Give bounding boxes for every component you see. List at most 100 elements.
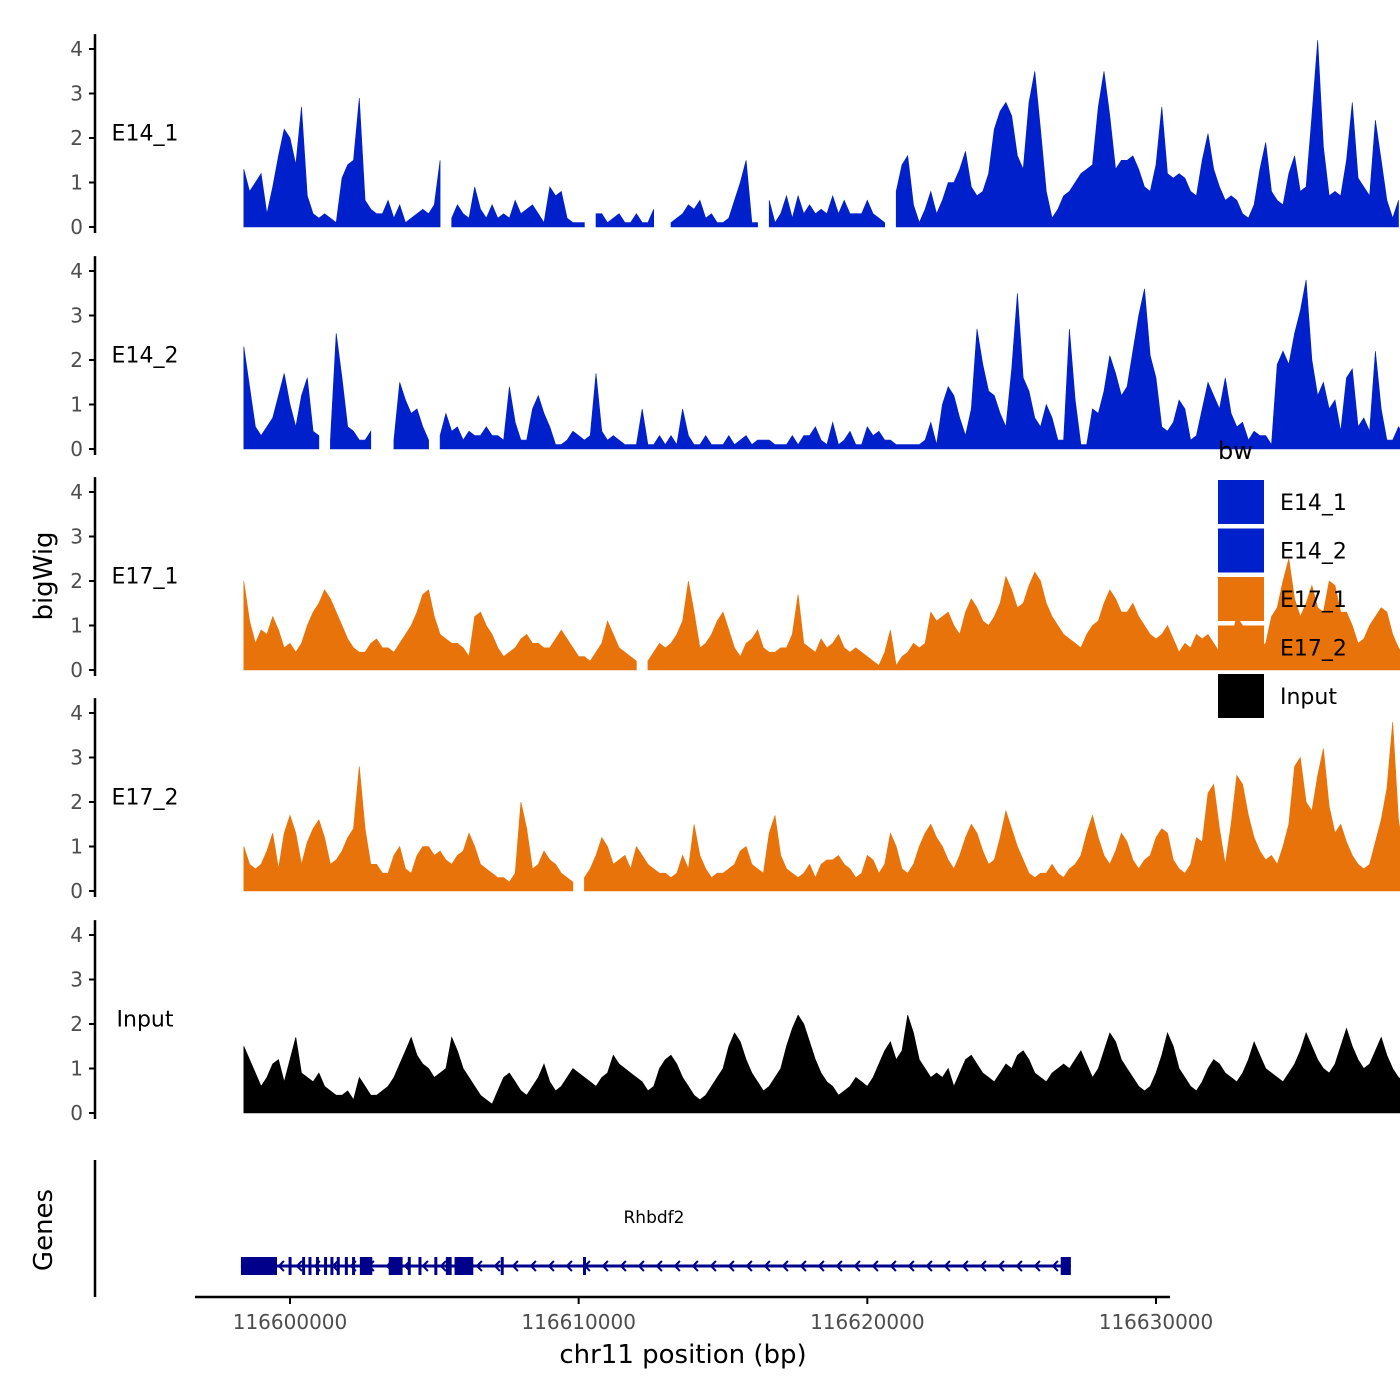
area-E17_2 bbox=[584, 721, 1400, 892]
area-E17_1 bbox=[647, 558, 1400, 671]
area-E14_2 bbox=[330, 333, 372, 450]
gene-exon bbox=[454, 1257, 474, 1275]
strand-arrow bbox=[817, 1260, 825, 1272]
gene-exon bbox=[418, 1257, 422, 1275]
gene-exon bbox=[445, 1257, 452, 1275]
strand-arrow bbox=[835, 1260, 843, 1272]
track-E17_1: 0 1 2 3 4 E17_1 bbox=[70, 477, 1400, 682]
y-tick-label: 1 bbox=[70, 614, 83, 638]
y-tick-label: 0 bbox=[70, 437, 83, 461]
gene-exon bbox=[388, 1257, 403, 1275]
strand-arrow bbox=[961, 1260, 969, 1272]
strand-arrow bbox=[925, 1260, 933, 1272]
strand-arrow bbox=[745, 1260, 753, 1272]
y-tick-label: 3 bbox=[70, 82, 83, 106]
legend-swatch-E17_2 bbox=[1218, 625, 1264, 670]
gene-exon bbox=[352, 1257, 356, 1275]
gene-exon bbox=[582, 1257, 586, 1275]
gene-exon bbox=[240, 1257, 278, 1275]
track-label: E17_1 bbox=[112, 565, 179, 590]
y-tick-label: 4 bbox=[70, 701, 83, 725]
strand-arrow bbox=[439, 1260, 447, 1272]
track-label: E17_2 bbox=[112, 786, 179, 811]
area-E14_1 bbox=[595, 209, 654, 228]
legend: bw E14_1 E14_2 E17_1 E17_2 Input bbox=[1218, 437, 1347, 718]
legend-title: bw bbox=[1218, 437, 1253, 465]
track-E17_2: 0 1 2 3 4 E17_2 bbox=[70, 698, 1400, 903]
gene-exon bbox=[1060, 1257, 1071, 1275]
y-tick-label: 1 bbox=[70, 1057, 83, 1081]
legend-swatch-Input bbox=[1218, 674, 1264, 718]
strand-arrow bbox=[619, 1260, 627, 1272]
strand-arrow bbox=[601, 1260, 609, 1272]
strand-arrow bbox=[763, 1260, 771, 1272]
x-tick-label: 116620000 bbox=[810, 1310, 925, 1334]
legend-label: Input bbox=[1280, 685, 1337, 710]
area-Input bbox=[243, 1014, 1400, 1114]
x-axis: 116600000 116610000 116620000 116630000 bbox=[195, 1295, 1214, 1334]
strand-arrow bbox=[871, 1260, 879, 1272]
strand-arrow bbox=[511, 1260, 519, 1272]
strand-arrow bbox=[547, 1260, 555, 1272]
gene-exon bbox=[344, 1257, 348, 1275]
strand-arrow bbox=[907, 1260, 915, 1272]
gene-exon bbox=[324, 1257, 328, 1275]
strand-arrow bbox=[529, 1260, 537, 1272]
strand-arrow bbox=[1051, 1260, 1059, 1272]
track-label: Input bbox=[117, 1008, 174, 1033]
legend-label: E17_1 bbox=[1280, 588, 1347, 613]
strand-arrow bbox=[727, 1260, 735, 1272]
strand-arrow bbox=[565, 1260, 573, 1272]
strand-arrow bbox=[997, 1260, 1005, 1272]
legend-swatch-E14_2 bbox=[1218, 528, 1264, 573]
y-tick-label: 3 bbox=[70, 968, 83, 992]
y-tick-label: 0 bbox=[70, 1101, 83, 1125]
genes-axis-title: Genes bbox=[29, 1189, 59, 1271]
strand-arrow bbox=[853, 1260, 861, 1272]
legend-label: E14_2 bbox=[1280, 540, 1347, 565]
y-tick-label: 3 bbox=[70, 304, 83, 328]
gene-exon bbox=[330, 1257, 334, 1275]
track-E14_2: 0 1 2 3 4 E14_2 bbox=[70, 256, 1400, 461]
area-E17_1 bbox=[243, 580, 637, 671]
area-E14_1 bbox=[768, 194, 885, 228]
track-label: E14_1 bbox=[112, 122, 179, 147]
track-label: E14_2 bbox=[112, 344, 179, 369]
strand-arrow bbox=[277, 1260, 285, 1272]
area-E14_1 bbox=[243, 97, 441, 228]
y-tick-label: 4 bbox=[70, 37, 83, 61]
area-E14_1 bbox=[670, 160, 758, 228]
strand-arrow bbox=[475, 1260, 483, 1272]
strand-arrow bbox=[709, 1260, 717, 1272]
strand-arrow bbox=[295, 1260, 303, 1272]
strand-arrow bbox=[889, 1260, 897, 1272]
strand-arrow bbox=[1033, 1260, 1041, 1272]
y-tick-label: 0 bbox=[70, 658, 83, 682]
y-tick-label: 1 bbox=[70, 393, 83, 417]
track-E14_1: 0 1 2 3 4 E14_1 bbox=[70, 34, 1399, 239]
y-tick-label: 2 bbox=[70, 1012, 83, 1036]
strand-arrow bbox=[979, 1260, 987, 1272]
area-E14_1 bbox=[895, 40, 1399, 228]
gene-exon bbox=[434, 1257, 438, 1275]
gene-name: Rhbdf2 bbox=[624, 1208, 685, 1228]
y-tick-label: 2 bbox=[70, 348, 83, 372]
strand-arrow bbox=[799, 1260, 807, 1272]
strand-arrow bbox=[655, 1260, 663, 1272]
genes-panel: Rhbdf2 bbox=[93, 1160, 1071, 1297]
gene-exon bbox=[359, 1257, 373, 1275]
tracks-panel: 0 1 2 3 4 E14_1 0 1 2 3 4 E14_2 0 1 2 3 4 E17_1 0 1 2 3 4 E17_2… bbox=[70, 34, 1400, 1125]
y-tick-label: 3 bbox=[70, 525, 83, 549]
strand-arrow bbox=[493, 1260, 501, 1272]
area-E14_2 bbox=[439, 279, 1400, 450]
area-E14_1 bbox=[451, 186, 585, 228]
strand-arrow bbox=[637, 1260, 645, 1272]
x-tick-label: 116610000 bbox=[521, 1310, 636, 1334]
x-tick-label: 116630000 bbox=[1099, 1310, 1214, 1334]
gene-exon bbox=[336, 1257, 340, 1275]
y-tick-label: 1 bbox=[70, 171, 83, 195]
y-tick-label: 4 bbox=[70, 259, 83, 283]
y-tick-label: 0 bbox=[70, 879, 83, 903]
strand-arrow bbox=[421, 1260, 429, 1272]
